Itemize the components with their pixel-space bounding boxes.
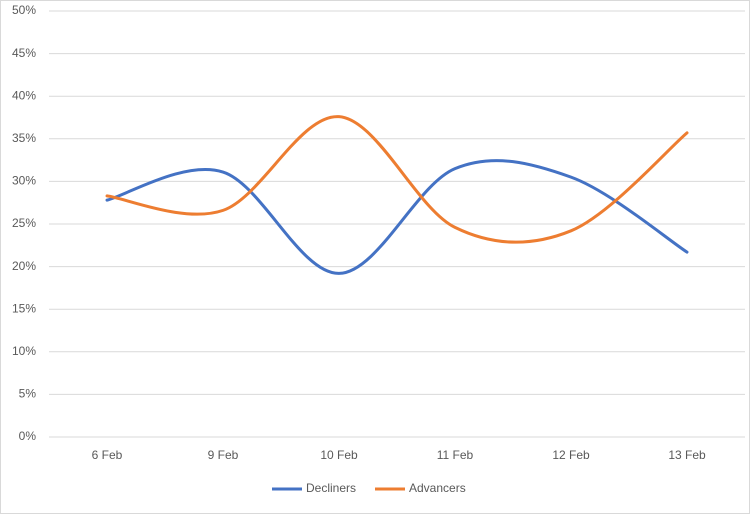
y-tick-label: 40%	[12, 88, 36, 102]
x-tick-label: 11 Feb	[437, 448, 474, 462]
series-line	[105, 115, 689, 244]
legend-label: Advancers	[409, 481, 466, 495]
legend-label: Decliners	[306, 481, 356, 495]
y-tick-label: 45%	[12, 46, 36, 60]
y-tick-label: 30%	[12, 174, 36, 188]
y-tick-label: 15%	[12, 301, 36, 315]
y-tick-label: 5%	[19, 387, 37, 401]
y-tick-label: 20%	[12, 259, 36, 273]
y-tick-label: 50%	[12, 3, 36, 17]
x-tick-label: 9 Feb	[208, 448, 239, 462]
series-line	[105, 159, 689, 275]
x-tick-label: 12 Feb	[552, 448, 590, 462]
y-tick-label: 10%	[12, 344, 36, 358]
y-tick-label: 25%	[12, 216, 36, 230]
y-tick-label: 35%	[12, 131, 36, 145]
x-tick-label: 13 Feb	[668, 448, 706, 462]
x-tick-label: 6 Feb	[92, 448, 123, 462]
y-tick-label: 0%	[19, 429, 37, 443]
x-tick-label: 10 Feb	[320, 448, 358, 462]
